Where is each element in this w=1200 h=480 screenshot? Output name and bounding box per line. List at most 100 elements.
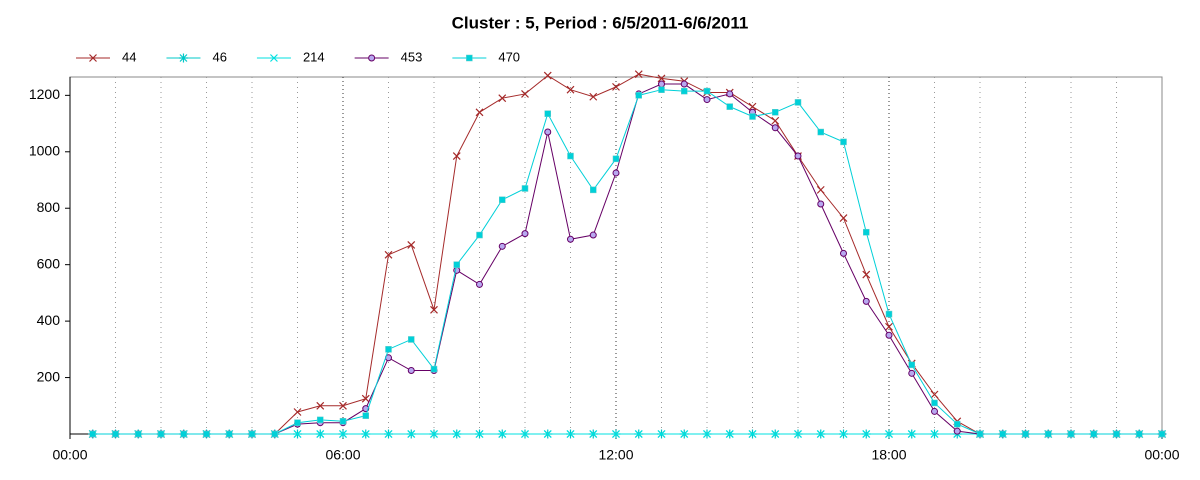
x-tick-label: 18:00 (871, 447, 906, 463)
legend-item: 453 (354, 49, 423, 64)
marker (521, 90, 529, 98)
marker (794, 430, 802, 438)
marker (339, 401, 347, 410)
marker (635, 92, 642, 99)
marker (839, 214, 848, 223)
marker (248, 430, 256, 438)
marker (498, 430, 507, 438)
marker (794, 152, 802, 160)
marker (566, 430, 575, 438)
marker (543, 71, 552, 80)
x-tick-label: 00:00 (52, 447, 87, 463)
y-tick-label: 1000 (29, 142, 60, 158)
marker (544, 110, 551, 117)
marker (612, 430, 620, 438)
marker (521, 185, 529, 192)
marker (680, 80, 688, 88)
marker (954, 420, 961, 428)
marker (748, 102, 757, 111)
marker (976, 430, 984, 438)
marker (89, 54, 97, 62)
marker (862, 430, 871, 438)
marker (498, 242, 506, 250)
marker (1067, 430, 1075, 438)
marker (726, 103, 733, 110)
marker (384, 430, 393, 438)
marker (475, 430, 484, 438)
marker (862, 270, 871, 279)
y-tick-label: 1200 (29, 86, 60, 102)
marker (452, 430, 461, 438)
y-tick-label: 800 (37, 199, 61, 215)
marker (681, 87, 688, 95)
marker (590, 186, 597, 194)
marker (543, 430, 552, 438)
marker (840, 249, 847, 257)
marker (1045, 430, 1052, 438)
marker (817, 128, 824, 136)
marker (293, 408, 302, 416)
marker (1022, 430, 1029, 438)
marker (658, 80, 665, 88)
series-line (92, 89, 1162, 435)
marker (567, 235, 574, 243)
marker (452, 152, 461, 160)
marker (112, 430, 119, 438)
marker (680, 430, 689, 438)
marker (657, 74, 666, 83)
marker (885, 331, 893, 339)
y-tick-label: 400 (37, 312, 61, 328)
marker (748, 430, 757, 438)
marker (368, 54, 376, 62)
marker (521, 230, 529, 238)
marker (316, 430, 325, 438)
marker (930, 430, 939, 438)
marker (840, 138, 847, 146)
marker (203, 430, 210, 438)
marker (794, 99, 802, 106)
marker (885, 310, 893, 318)
marker (293, 430, 302, 438)
x-tick-label: 00:00 (1144, 447, 1179, 463)
marker (885, 322, 893, 331)
marker (907, 430, 916, 438)
marker (407, 240, 416, 249)
marker (725, 430, 734, 438)
marker (430, 365, 438, 373)
chart-title: Cluster : 5, Period : 6/5/2011-6/6/2011 (452, 13, 749, 32)
marker (408, 336, 415, 343)
marker (931, 399, 938, 407)
marker (466, 54, 473, 62)
marker (294, 419, 301, 426)
marker (749, 113, 756, 120)
y-tick-label: 200 (37, 368, 61, 384)
legend-item: 214 (256, 49, 325, 64)
marker (953, 427, 961, 435)
marker (589, 231, 597, 239)
marker (178, 53, 188, 63)
marker (658, 86, 665, 93)
marker (839, 430, 848, 438)
marker (657, 430, 666, 438)
marker (498, 94, 507, 103)
marker (430, 430, 438, 438)
marker (589, 430, 598, 438)
legend-label: 470 (498, 49, 520, 64)
marker (885, 430, 893, 438)
marker (726, 90, 734, 98)
marker (634, 70, 643, 79)
legend-item: 44 (76, 49, 136, 64)
marker (634, 430, 643, 438)
marker (816, 185, 825, 194)
marker (703, 430, 711, 438)
legend-label: 44 (122, 49, 136, 64)
marker (1113, 430, 1120, 438)
marker (316, 401, 325, 410)
legend-label: 214 (303, 49, 325, 64)
legend-label: 453 (401, 49, 423, 64)
marker (361, 430, 370, 438)
marker (1090, 430, 1097, 438)
marker (771, 430, 780, 438)
marker (339, 430, 347, 438)
